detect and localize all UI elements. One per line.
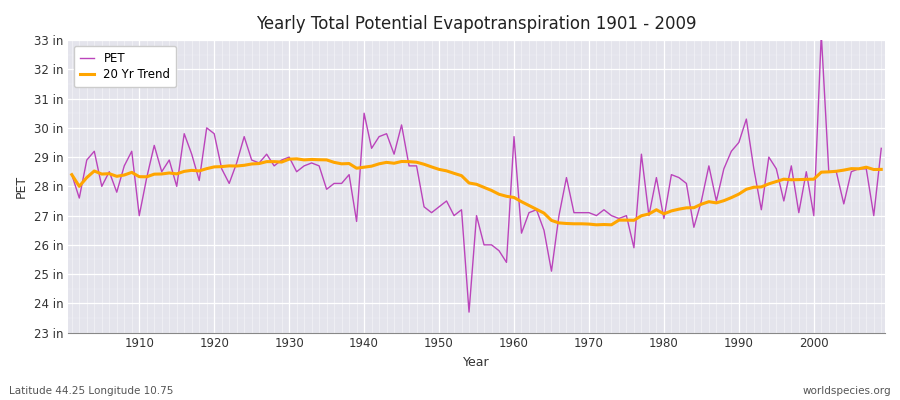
- PET: [292, 169, 302, 174]
- PET: [126, 149, 137, 154]
- Line: 20 Yr Trend: 20 Yr Trend: [72, 159, 881, 225]
- Y-axis label: PET: PET: [15, 175, 28, 198]
- Text: worldspecies.org: worldspecies.org: [803, 386, 891, 396]
- PET: [516, 231, 526, 236]
- PET: [816, 32, 827, 37]
- Legend: PET, 20 Yr Trend: PET, 20 Yr Trend: [74, 46, 176, 87]
- X-axis label: Year: Year: [464, 356, 490, 369]
- PET: [337, 181, 347, 186]
- PET: [508, 134, 519, 139]
- 20 Yr Trend: [591, 222, 602, 227]
- Text: Latitude 44.25 Longitude 10.75: Latitude 44.25 Longitude 10.75: [9, 386, 174, 396]
- 20 Yr Trend: [67, 172, 77, 177]
- 20 Yr Trend: [508, 195, 519, 200]
- 20 Yr Trend: [344, 161, 355, 166]
- Title: Yearly Total Potential Evapotranspiration 1901 - 2009: Yearly Total Potential Evapotranspiratio…: [256, 15, 697, 33]
- Line: PET: PET: [72, 34, 881, 312]
- 20 Yr Trend: [299, 158, 310, 162]
- 20 Yr Trend: [126, 170, 137, 175]
- PET: [67, 172, 77, 177]
- 20 Yr Trend: [292, 156, 302, 161]
- PET: [876, 146, 886, 151]
- PET: [464, 310, 474, 314]
- 20 Yr Trend: [876, 167, 886, 172]
- PET: [606, 213, 616, 218]
- 20 Yr Trend: [614, 218, 625, 222]
- 20 Yr Trend: [516, 199, 526, 204]
